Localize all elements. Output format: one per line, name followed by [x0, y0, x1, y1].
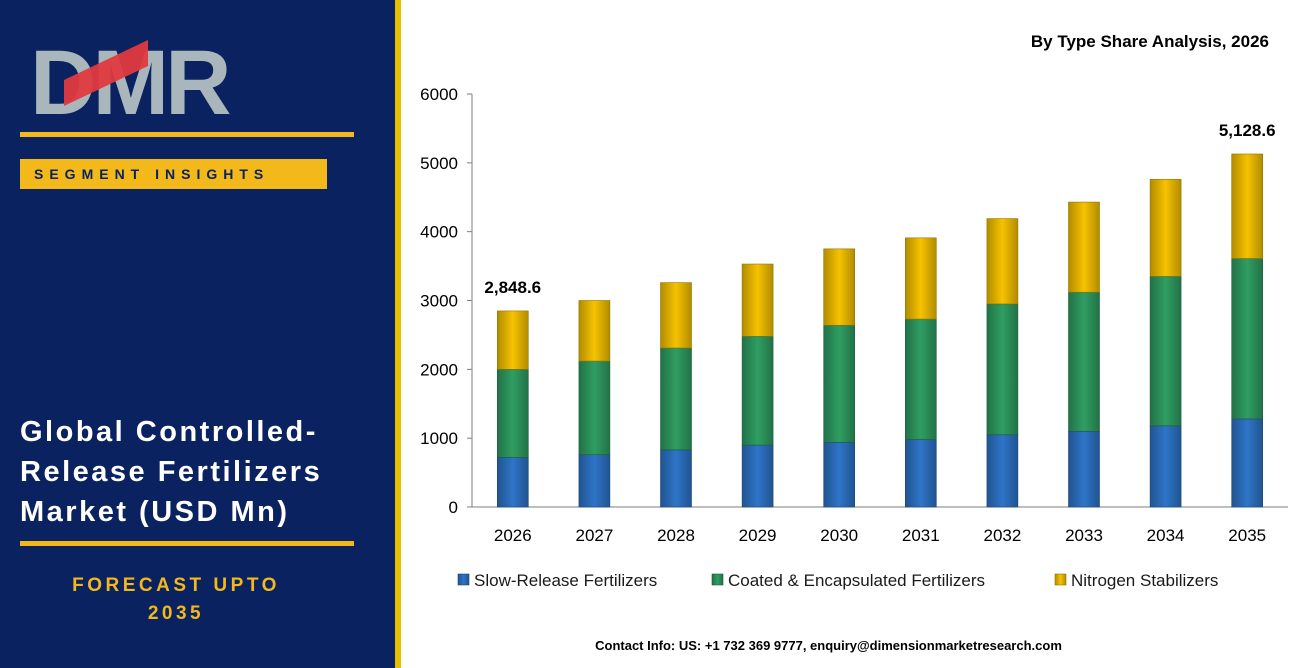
bar-slow-release-fertilizers-2030 — [823, 441, 856, 508]
market-title: Global Controlled- Release Fertilizers M… — [20, 412, 380, 532]
x-tick-label: 2035 — [1228, 526, 1266, 545]
left-panel: DMR SEGMENT INSIGHTS Global Controlled- … — [0, 0, 395, 668]
title-underline — [20, 541, 354, 546]
y-tick-label: 2000 — [420, 360, 458, 379]
bar-slow-release-fertilizers-2033 — [1068, 430, 1100, 508]
legend-label: Coated & Encapsulated Fertilizers — [728, 571, 985, 590]
bar-nitrogen-stabilizers-2026 — [497, 310, 529, 370]
forecast-line-1: FORECAST UPTO — [72, 575, 280, 596]
x-tick-label: 2027 — [575, 526, 613, 545]
legend-label: Slow-Release Fertilizers — [474, 571, 657, 590]
logo-underline — [20, 132, 354, 137]
bar-nitrogen-stabilizers-2027 — [578, 300, 611, 362]
bar-coated-encapsulated-fertilizers-2035 — [1231, 258, 1264, 420]
bar-slow-release-fertilizers-2031 — [904, 439, 937, 508]
x-tick-label: 2032 — [983, 526, 1021, 545]
y-tick-label: 4000 — [420, 223, 458, 242]
dmr-logo: DMR — [30, 36, 230, 120]
market-title-line-3: Market (USD Mn) — [20, 496, 290, 528]
x-tick-label: 2033 — [1065, 526, 1103, 545]
bar-coated-encapsulated-fertilizers-2026 — [497, 369, 529, 458]
bar-nitrogen-stabilizers-2028 — [660, 282, 692, 349]
y-tick-label: 6000 — [420, 85, 458, 104]
bar-nitrogen-stabilizers-2029 — [741, 263, 774, 337]
bar-slow-release-fertilizers-2034 — [1149, 425, 1182, 508]
x-tick-label: 2028 — [657, 526, 695, 545]
contact-info: Contact Info: US: +1 732 369 9777, enqui… — [595, 638, 1062, 653]
legend-label: Nitrogen Stabilizers — [1071, 571, 1218, 590]
bar-coated-encapsulated-fertilizers-2027 — [578, 360, 611, 455]
bar-coated-encapsulated-fertilizers-2028 — [660, 347, 692, 451]
bar-nitrogen-stabilizers-2035 — [1231, 153, 1264, 259]
logo-m-accent — [64, 40, 148, 106]
segment-insights-label: SEGMENT INSIGHTS — [34, 166, 270, 182]
bar-coated-encapsulated-fertilizers-2029 — [741, 335, 774, 446]
x-tick-label: 2031 — [902, 526, 940, 545]
bar-slow-release-fertilizers-2027 — [578, 454, 611, 508]
bar-coated-encapsulated-fertilizers-2032 — [986, 303, 1019, 436]
x-tick-label: 2029 — [739, 526, 777, 545]
panel-divider — [395, 0, 401, 668]
bar-slow-release-fertilizers-2032 — [986, 434, 1019, 508]
x-tick-label: 2026 — [494, 526, 532, 545]
bar-nitrogen-stabilizers-2031 — [904, 237, 937, 320]
bar-nitrogen-stabilizers-2030 — [823, 248, 856, 326]
y-tick-label: 1000 — [420, 429, 458, 448]
legend-swatch-1 — [711, 573, 724, 586]
x-tick-label: 2034 — [1147, 526, 1185, 545]
y-tick-label: 3000 — [420, 292, 458, 311]
bar-coated-encapsulated-fertilizers-2031 — [904, 318, 937, 440]
y-tick-label: 5000 — [420, 154, 458, 173]
bar-slow-release-fertilizers-2035 — [1231, 418, 1264, 508]
bar-coated-encapsulated-fertilizers-2033 — [1068, 291, 1100, 432]
chart-title: By Type Share Analysis, 2026 — [1030, 32, 1269, 51]
data-label-2026: 2,848.6 — [484, 278, 541, 297]
forecast-label: FORECAST UPTO 2035 — [20, 572, 332, 628]
bar-slow-release-fertilizers-2028 — [660, 449, 692, 508]
y-tick-label: 0 — [449, 498, 458, 517]
legend-swatch-2 — [1054, 573, 1067, 586]
bar-slow-release-fertilizers-2026 — [497, 457, 529, 508]
segment-insights-badge: SEGMENT INSIGHTS — [20, 159, 327, 189]
x-tick-label: 2030 — [820, 526, 858, 545]
market-title-line-2: Release Fertilizers — [20, 456, 323, 488]
legend-swatch-0 — [457, 573, 470, 586]
bar-coated-encapsulated-fertilizers-2030 — [823, 324, 856, 443]
data-label-2035: 5,128.6 — [1219, 121, 1276, 140]
bar-coated-encapsulated-fertilizers-2034 — [1149, 276, 1182, 427]
bar-nitrogen-stabilizers-2032 — [986, 218, 1019, 305]
bar-nitrogen-stabilizers-2034 — [1149, 179, 1182, 277]
market-title-line-1: Global Controlled- — [20, 416, 318, 448]
forecast-line-2: 2035 — [147, 603, 205, 624]
bar-slow-release-fertilizers-2029 — [741, 444, 774, 508]
bar-nitrogen-stabilizers-2033 — [1068, 201, 1100, 293]
stacked-bar-chart: 0 1000 2000 3000 4000 5000 6000 2026 2027 2028 202… — [420, 85, 1288, 590]
